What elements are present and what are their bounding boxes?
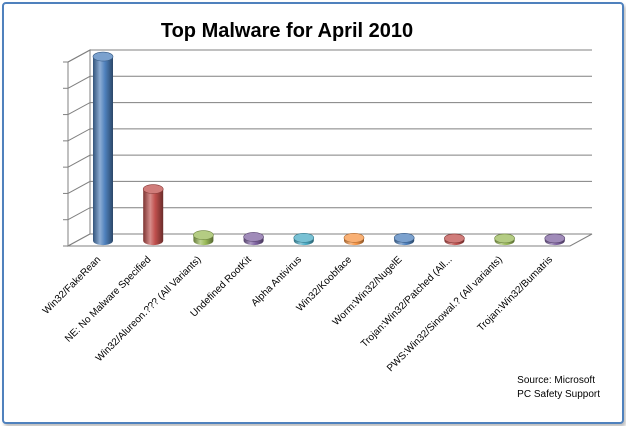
gridline xyxy=(67,102,592,116)
gridline xyxy=(67,75,592,89)
bar-top xyxy=(193,230,214,240)
bar xyxy=(494,233,515,246)
side-wall xyxy=(67,49,91,247)
bar xyxy=(444,233,465,246)
gridline xyxy=(67,154,592,168)
bar xyxy=(393,233,415,246)
bar-top xyxy=(92,51,114,62)
bar-top xyxy=(243,232,264,242)
x-tick-label: NE: No Malware Specified xyxy=(63,254,153,344)
bar-body xyxy=(93,56,113,246)
bar-body xyxy=(143,189,164,246)
bar-top xyxy=(142,184,164,194)
x-tick-label: Win32/Alureon.??? (All Variants) xyxy=(94,254,204,364)
bar-top xyxy=(444,233,465,244)
gridline xyxy=(67,180,592,194)
bar xyxy=(343,233,365,246)
bar xyxy=(193,230,214,246)
gridline xyxy=(67,207,592,221)
gridline xyxy=(67,128,592,142)
bar xyxy=(92,51,114,246)
bar xyxy=(293,233,315,246)
bar-top xyxy=(494,233,515,244)
bar-top xyxy=(343,233,365,243)
source-line-1: Source: Microsoft xyxy=(517,375,595,386)
bar xyxy=(142,184,164,246)
chart-title: Top Malware for April 2010 xyxy=(160,20,414,42)
gridline xyxy=(67,49,592,63)
source-note: Source: Microsoft PC Safety Support xyxy=(517,374,600,402)
bar xyxy=(243,232,264,246)
bar-top xyxy=(544,233,566,244)
x-tick-label: Trojan:Win32/Patched (All... xyxy=(359,254,455,350)
bar xyxy=(544,233,566,246)
bar-top xyxy=(293,233,315,243)
source-line-2: PC Safety Support xyxy=(517,389,600,400)
x-tick-label: Alpha Antivirus xyxy=(249,254,304,309)
bar-top xyxy=(393,233,415,243)
